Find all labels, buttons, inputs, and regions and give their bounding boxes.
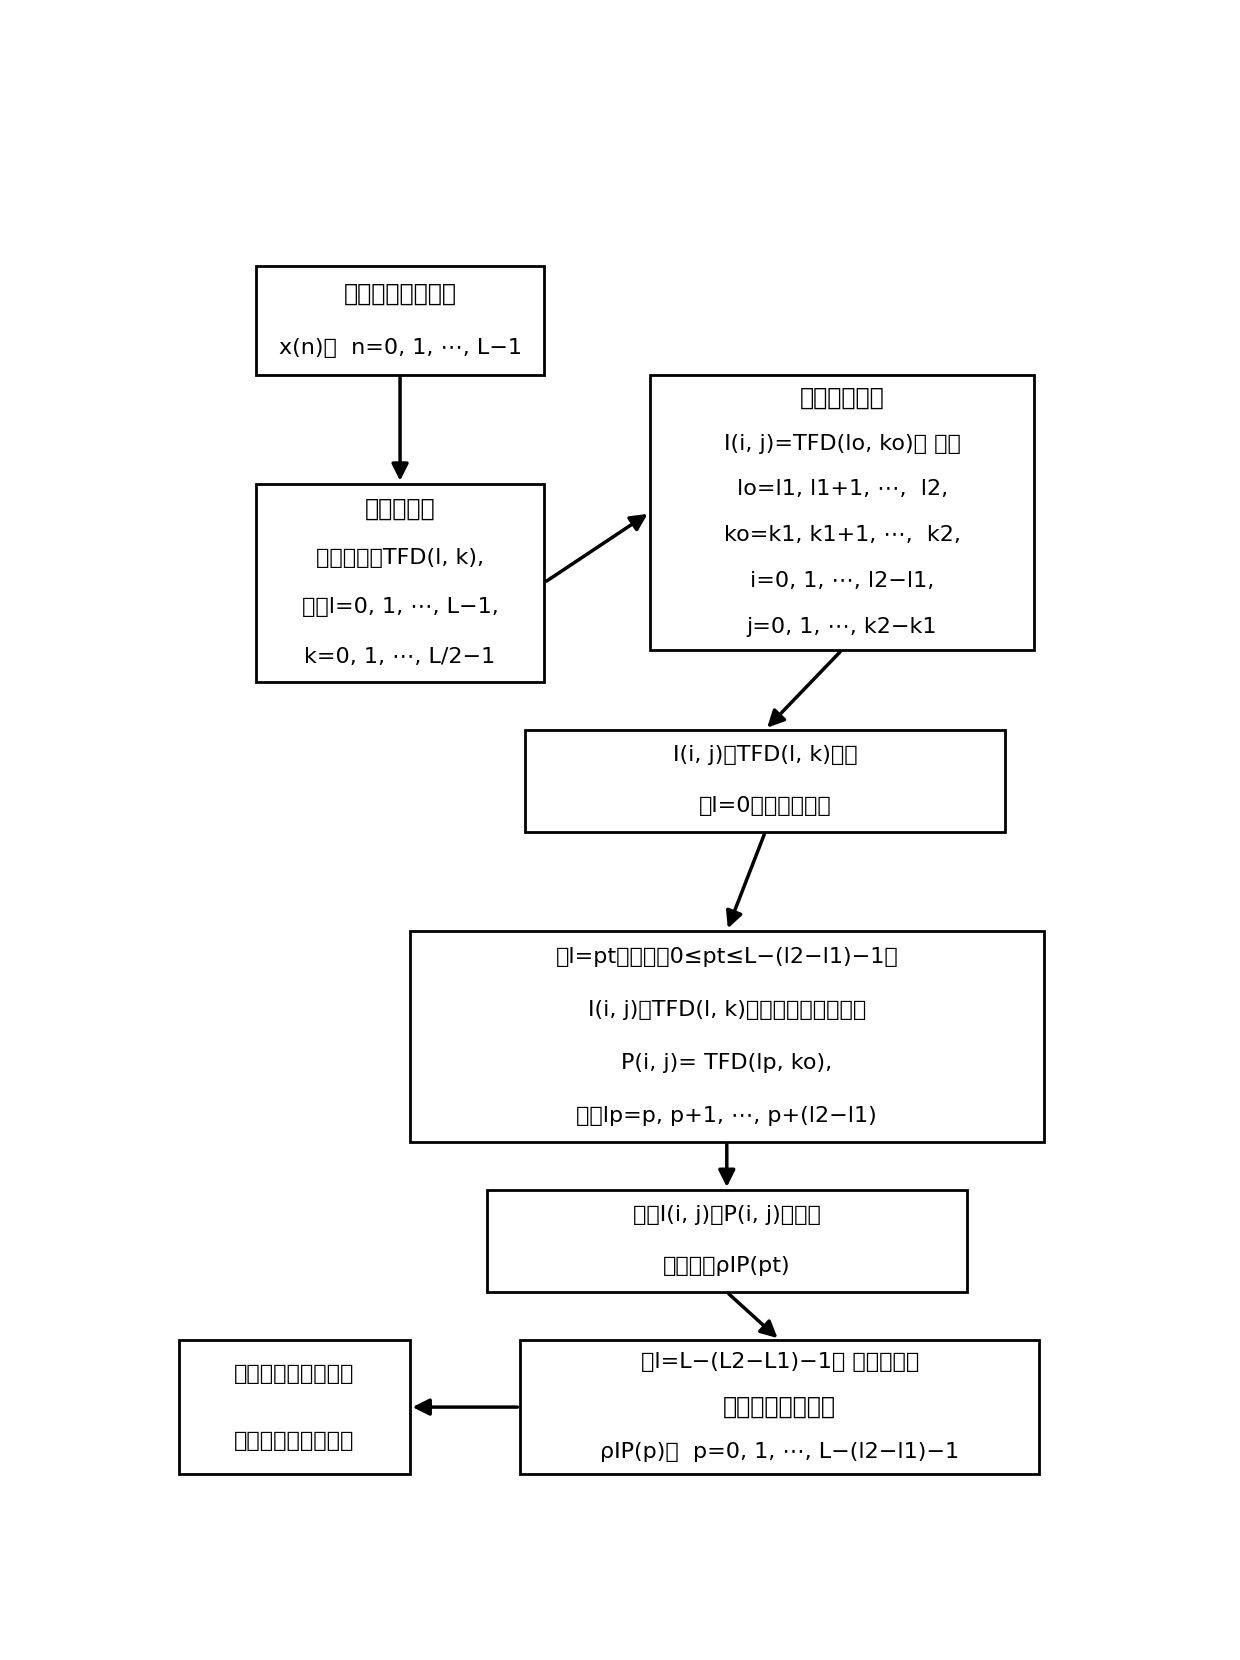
Text: 其中lp=p, p+1, ⋯, p+(l2−l1): 其中lp=p, p+1, ⋯, p+(l2−l1) <box>577 1106 877 1125</box>
Bar <box>409 931 1044 1142</box>
Text: lo=l1, l1+1, ⋯,  l2,: lo=l1, l1+1, ⋯, l2, <box>737 480 947 500</box>
Bar <box>650 375 1034 649</box>
Bar <box>525 730 1006 832</box>
Text: 得到时频谱TFD(l, k),: 得到时频谱TFD(l, k), <box>316 548 484 568</box>
Text: 时频变换，: 时频变换， <box>365 496 435 520</box>
Text: 傅里叶变换，从频谱: 傅里叶变换，从频谱 <box>234 1363 355 1383</box>
Bar <box>521 1340 1039 1474</box>
Text: 得到相关系数序列: 得到相关系数序列 <box>723 1394 836 1419</box>
Text: 选取冲击特征: 选取冲击特征 <box>800 385 884 410</box>
Text: ko=k1, k1+1, ⋯,  k2,: ko=k1, k1+1, ⋯, k2, <box>724 525 961 544</box>
Bar <box>255 483 544 682</box>
Text: i=0, 1, ⋯, l2−l1,: i=0, 1, ⋯, l2−l1, <box>750 571 934 591</box>
Bar <box>255 266 544 375</box>
Text: k=0, 1, ⋯, L/2−1: k=0, 1, ⋯, L/2−1 <box>305 647 496 667</box>
Text: 在l=pt处，其中0≤pt≤L−(l2−l1)−1，: 在l=pt处，其中0≤pt≤L−(l2−l1)−1， <box>556 948 898 968</box>
Text: P(i, j)= TFD(lp, ko),: P(i, j)= TFD(lp, ko), <box>621 1052 832 1072</box>
Bar <box>486 1190 967 1291</box>
Text: j=0, 1, ⋯, k2−k1: j=0, 1, ⋯, k2−k1 <box>746 618 937 637</box>
Text: 至l=L−(L2−L1)−1， 平移结束，: 至l=L−(L2−L1)−1， 平移结束， <box>641 1353 919 1373</box>
Text: 中提取故障特征频率: 中提取故障特征频率 <box>234 1431 355 1451</box>
Text: 其中l=0, 1, ⋯, L−1,: 其中l=0, 1, ⋯, L−1, <box>301 598 498 618</box>
Text: 相关系数ρIP(pt): 相关系数ρIP(pt) <box>663 1257 791 1277</box>
Bar <box>179 1340 409 1474</box>
Text: I(i, j)在TFD(l, k)中，: I(i, j)在TFD(l, k)中， <box>673 745 858 765</box>
Text: 采集设备振动信号: 采集设备振动信号 <box>343 282 456 305</box>
Text: I(i, j)=TFD(lo, ko)， 其中: I(i, j)=TFD(lo, ko)， 其中 <box>724 433 961 453</box>
Text: 计算I(i, j)与P(i, j)之间的: 计算I(i, j)与P(i, j)之间的 <box>632 1205 821 1225</box>
Text: I(i, j)在TFD(l, k)中遗掩的时频区块为: I(i, j)在TFD(l, k)中遗掩的时频区块为 <box>588 999 866 1019</box>
Text: x(n)，  n=0, 1, ⋯, L−1: x(n)， n=0, 1, ⋯, L−1 <box>279 337 522 359</box>
Text: 仍l=0开始逐点平移: 仍l=0开始逐点平移 <box>699 797 832 817</box>
Text: ρIP(p)，  p=0, 1, ⋯, L−(l2−l1)−1: ρIP(p)， p=0, 1, ⋯, L−(l2−l1)−1 <box>600 1443 960 1462</box>
